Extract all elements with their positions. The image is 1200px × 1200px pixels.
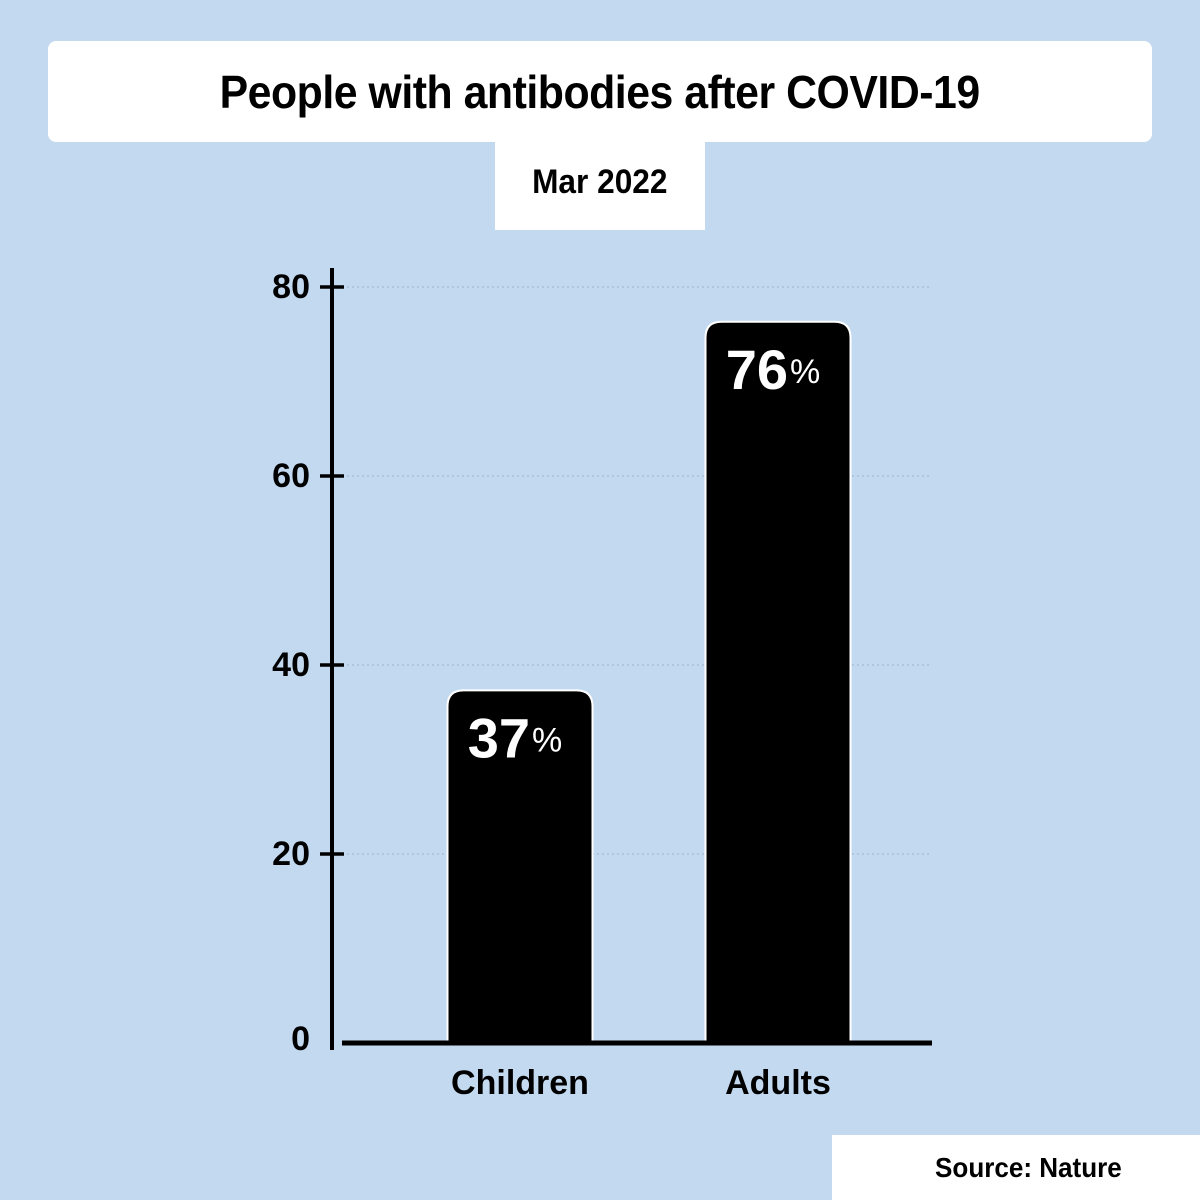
data-label-unit: % [790, 353, 820, 391]
y-tick-label-20: 20 [272, 835, 310, 873]
x-axis-labels: Children Adults [451, 1064, 831, 1102]
chart-title: People with antibodies after COVID-19 [219, 65, 981, 118]
chart-subtitle: Mar 2022 [532, 162, 668, 201]
source-box: Source: Nature [832, 1135, 1200, 1200]
y-tick-label-80: 80 [272, 268, 310, 306]
y-axis-ticks: 0 20 40 60 80 [272, 268, 344, 1058]
data-label-number: 76 [726, 338, 788, 401]
x-tick-label-children: Children [451, 1064, 589, 1102]
bar-adults [704, 320, 852, 1044]
source-label: Source: Nature [935, 1151, 1122, 1183]
x-tick-label-adults: Adults [725, 1064, 831, 1102]
bars: 37%76% [446, 320, 852, 1044]
bar-children [446, 689, 594, 1044]
y-tick-label-60: 60 [272, 457, 310, 495]
data-label-adults: 76% [726, 338, 821, 401]
title-box: People with antibodies after COVID-19 [48, 41, 1152, 142]
y-tick-label-40: 40 [272, 646, 310, 684]
data-label-number: 37 [468, 706, 530, 769]
data-label-children: 37% [468, 706, 563, 769]
data-label-unit: % [532, 721, 562, 759]
subtitle-box: Mar 2022 [495, 140, 705, 230]
y-tick-label-0: 0 [291, 1020, 310, 1058]
